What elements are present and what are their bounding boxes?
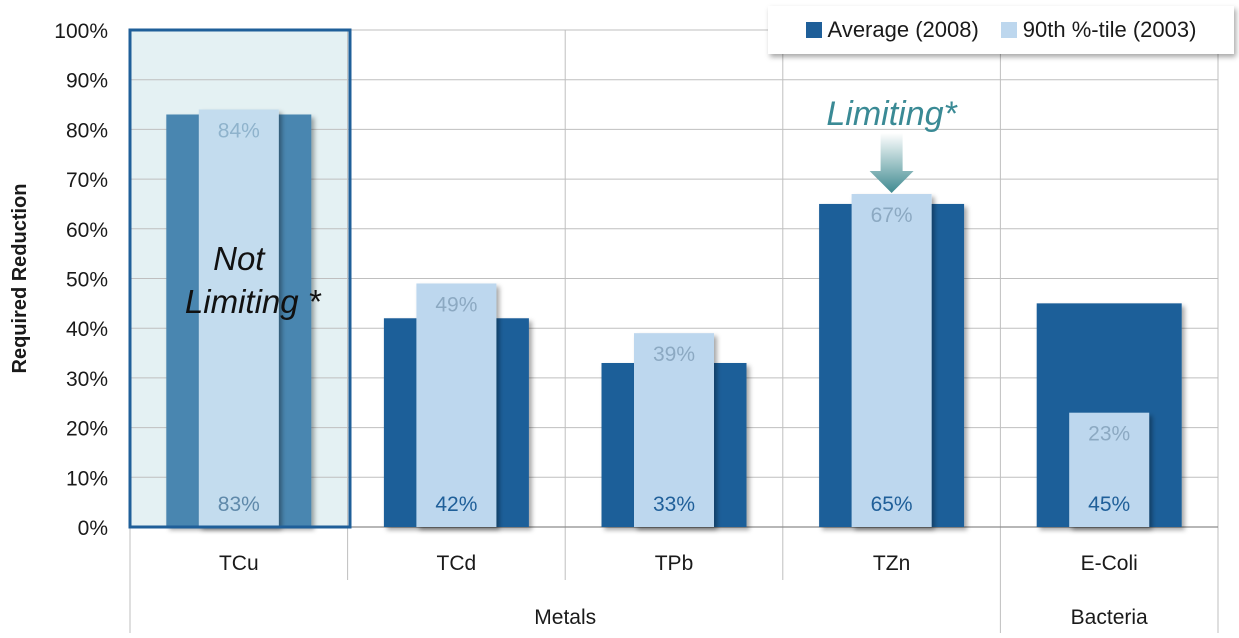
x-tick-label: TCd — [437, 552, 477, 575]
arrow-down-icon — [869, 133, 914, 193]
legend-label-average: Average (2008) — [827, 17, 979, 42]
y-tick-label: 80% — [66, 119, 108, 142]
legend-item-average: Average (2008) — [805, 17, 979, 43]
highlight-border — [128, 28, 352, 529]
y-tick-label: 30% — [66, 368, 108, 391]
y-tick-label: 50% — [66, 269, 108, 292]
data-label-average: 65% — [871, 493, 913, 516]
data-label-90th: 84% — [218, 120, 260, 143]
group-label: Metals — [534, 606, 596, 629]
y-tick-label: 90% — [66, 70, 108, 93]
x-tick-label: TCu — [219, 552, 259, 575]
annotation-not-limiting: Limiting * — [185, 283, 322, 320]
data-label-90th: 67% — [871, 204, 913, 227]
bar-90th — [416, 283, 497, 527]
y-tick-label: 100% — [54, 20, 108, 43]
x-tick-label: TZn — [873, 552, 910, 575]
bar-90th — [1069, 412, 1150, 527]
y-axis-title: Required Reduction — [9, 183, 31, 373]
data-label-90th: 23% — [1088, 423, 1130, 446]
y-tick-label: 10% — [66, 467, 108, 490]
annotation-not-limiting: Not — [213, 240, 266, 277]
legend: Average (2008) 90th %-tile (2003) — [768, 6, 1234, 54]
legend-swatch-90th — [1000, 22, 1017, 38]
y-tick-label: 40% — [66, 318, 108, 341]
data-label-90th: 49% — [435, 293, 477, 316]
x-tick-label: TPb — [655, 552, 694, 575]
data-label-average: 42% — [435, 493, 477, 516]
bar-90th — [851, 194, 932, 527]
bar-90th — [634, 333, 714, 527]
annotation-limiting: Limiting* — [826, 95, 958, 133]
y-tick-label: 20% — [66, 418, 108, 441]
y-tick-label: 60% — [66, 219, 108, 242]
data-label-90th: 39% — [653, 343, 695, 366]
group-label: Bacteria — [1071, 606, 1148, 629]
legend-swatch-average — [805, 22, 822, 38]
legend-label-90th: 90th %-tile (2003) — [1022, 17, 1197, 42]
y-tick-label: 0% — [78, 517, 108, 540]
x-tick-label: E-Coli — [1081, 552, 1138, 575]
bar-90th — [198, 109, 279, 528]
data-label-average: 45% — [1088, 493, 1130, 516]
legend-item-90th: 90th %-tile (2003) — [1000, 17, 1197, 43]
y-tick-label: 70% — [66, 169, 108, 192]
data-label-average: 33% — [653, 493, 695, 516]
data-label-average: 83% — [218, 493, 260, 516]
